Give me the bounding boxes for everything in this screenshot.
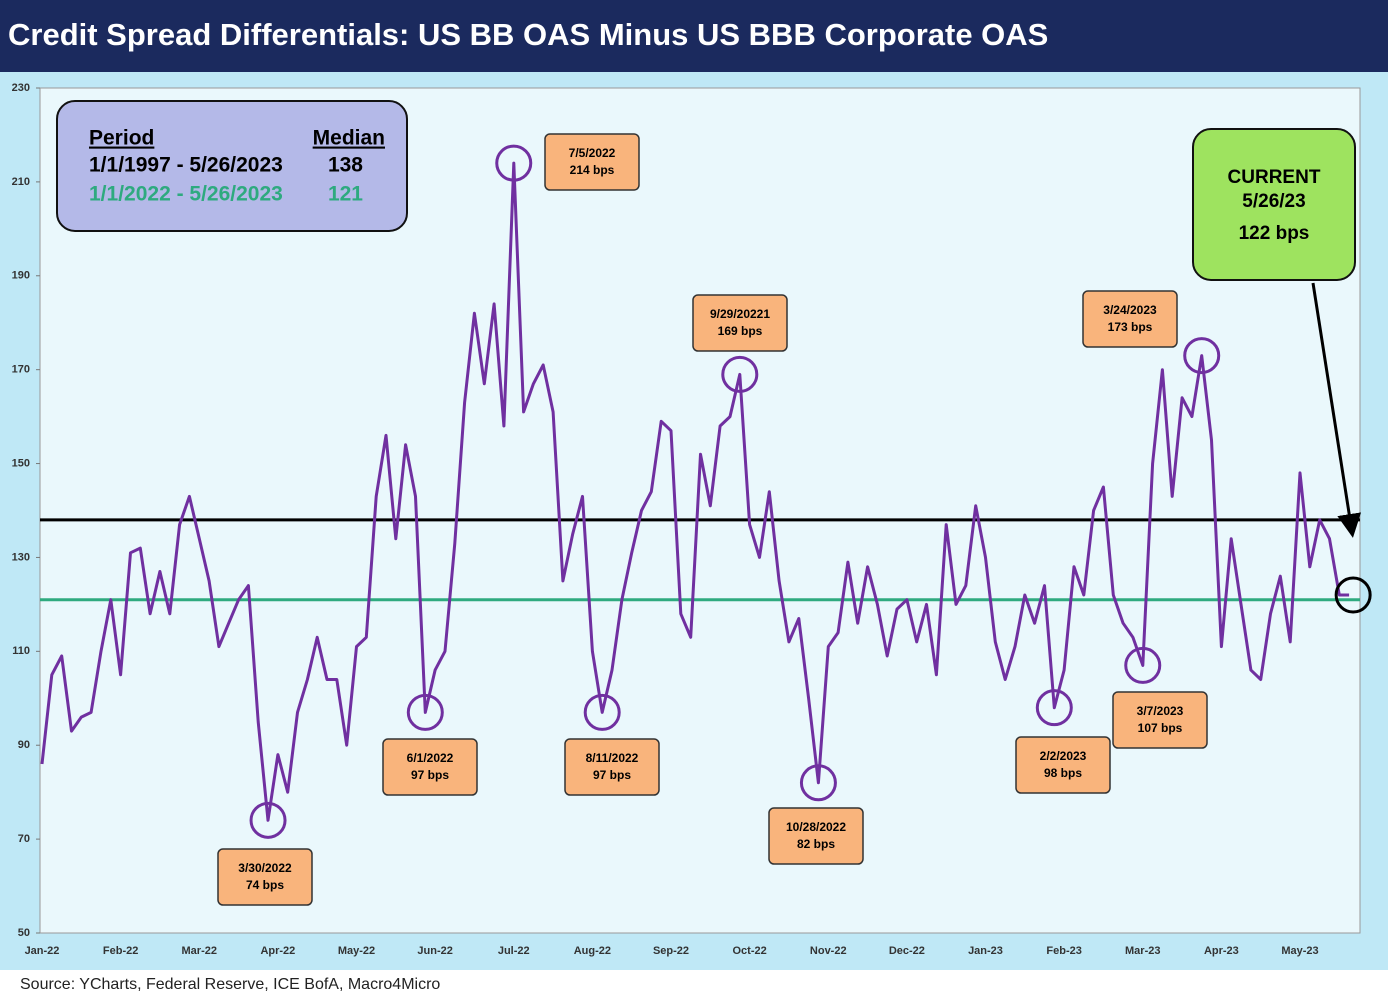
y-tick-label: 170 xyxy=(12,364,30,376)
x-tick-label: Feb-22 xyxy=(103,945,138,957)
y-tick-label: 210 xyxy=(12,176,30,188)
y-tick-label: 190 xyxy=(12,270,30,282)
y-tick-label: 90 xyxy=(18,739,30,751)
legend-header: Period xyxy=(89,127,154,150)
callout-text: 107 bps xyxy=(1138,721,1183,735)
callout-date: 8/11/2022 xyxy=(586,751,639,765)
x-tick-label: Aug-22 xyxy=(574,945,611,957)
callout-box xyxy=(382,738,478,796)
legend-period: 1/1/1997 - 5/26/2023 xyxy=(89,154,283,177)
current-text: 122 bps xyxy=(1239,223,1310,244)
highlight-circle xyxy=(799,764,837,802)
x-tick-label: Jul-22 xyxy=(498,945,530,957)
x-tick-label: Sep-22 xyxy=(653,945,689,957)
y-tick-label: 130 xyxy=(12,551,30,563)
x-tick-label: Jun-22 xyxy=(417,945,452,957)
series-line xyxy=(40,161,1350,822)
current-box xyxy=(1192,128,1356,281)
callout-box xyxy=(544,133,640,191)
callout-date: 3/24/2023 xyxy=(1103,303,1157,317)
callout-box xyxy=(1082,290,1178,348)
x-tick-label: Feb-23 xyxy=(1046,945,1081,957)
highlight-circle xyxy=(721,355,759,393)
legend-header: Median xyxy=(313,127,385,150)
y-tick-label: 150 xyxy=(12,457,30,469)
x-tick-label: Apr-22 xyxy=(260,945,295,957)
highlight-circle xyxy=(1035,689,1073,727)
highlight-circle xyxy=(1124,646,1162,684)
callout-date: 3/7/2023 xyxy=(1137,704,1184,718)
x-tick-label: Oct-22 xyxy=(733,945,767,957)
current-label: CURRENT xyxy=(1228,167,1321,188)
y-tick-label: 50 xyxy=(18,927,30,939)
x-tick-label: Jan-22 xyxy=(25,945,60,957)
chart-title: Credit Spread Differentials: US BB OAS M… xyxy=(8,17,1048,52)
x-tick-label: May-22 xyxy=(338,945,375,957)
title-bar xyxy=(0,0,1388,72)
legend-median: 138 xyxy=(328,154,363,177)
callout-text: 214 bps xyxy=(570,163,615,177)
callout-date: 6/1/2022 xyxy=(407,751,454,765)
y-tick-label: 230 xyxy=(12,82,30,94)
footer xyxy=(0,970,1388,1000)
highlight-circle xyxy=(495,144,533,182)
highlight-circle xyxy=(1183,337,1221,375)
x-tick-label: Jan-23 xyxy=(968,945,1003,957)
callout-box xyxy=(217,848,313,906)
callout-text: 173 bps xyxy=(1108,320,1153,334)
callout-text: 97 bps xyxy=(593,768,631,782)
x-tick-label: Mar-22 xyxy=(182,945,217,957)
callout-box xyxy=(768,807,864,865)
x-tick-label: Dec-22 xyxy=(889,945,925,957)
callout-date: 2/2/2023 xyxy=(1040,749,1087,763)
callout-text: 97 bps xyxy=(411,768,449,782)
source: Source: YCharts, Federal Reserve, ICE Bo… xyxy=(20,976,440,993)
legend-box xyxy=(56,100,408,232)
x-tick-label: Nov-22 xyxy=(810,945,847,957)
y-tick-label: 110 xyxy=(12,645,30,657)
current-circle xyxy=(1334,576,1372,614)
callout-date: 9/29/20221 xyxy=(710,307,770,321)
callout-box xyxy=(564,738,660,796)
highlight-circle xyxy=(406,693,444,731)
x-tick-label: Mar-23 xyxy=(1125,945,1160,957)
callout-date: 10/28/2022 xyxy=(786,820,846,834)
x-tick-label: Apr-23 xyxy=(1204,945,1239,957)
callout-text: 169 bps xyxy=(718,324,763,338)
callout-box xyxy=(692,294,788,352)
callout-text: 82 bps xyxy=(797,837,835,851)
callout-box xyxy=(1015,736,1111,794)
current-date: 5/26/23 xyxy=(1242,191,1305,212)
legend-median: 121 xyxy=(328,183,363,206)
callout-text: 74 bps xyxy=(246,878,284,892)
callout-text: 98 bps xyxy=(1044,766,1082,780)
highlight-circle xyxy=(249,801,287,839)
x-tick-label: May-23 xyxy=(1281,945,1318,957)
callout-date: 7/5/2022 xyxy=(569,146,616,160)
y-tick-label: 70 xyxy=(18,833,30,845)
callout-date: 3/30/2022 xyxy=(238,861,292,875)
current-arrow xyxy=(1311,282,1362,538)
legend-period: 1/1/2022 - 5/26/2023 xyxy=(89,183,283,206)
callout-box xyxy=(1112,691,1208,749)
highlight-circle xyxy=(583,693,621,731)
